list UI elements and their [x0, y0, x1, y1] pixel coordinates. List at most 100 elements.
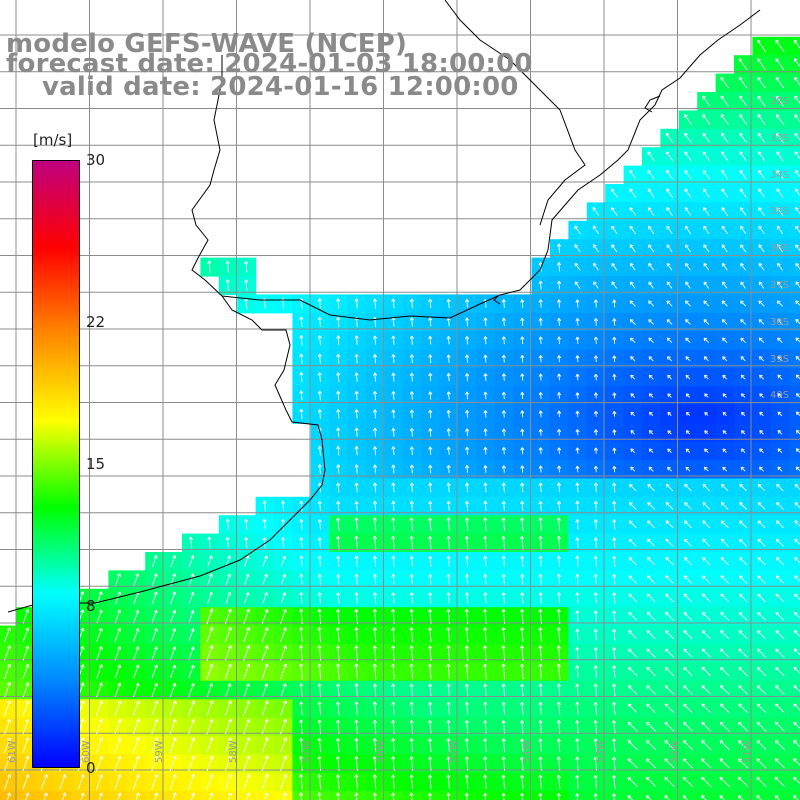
wind-arrow — [593, 281, 599, 289]
wind-arrow — [739, 557, 748, 566]
wind-arrow — [151, 646, 158, 660]
wind-arrow — [738, 58, 748, 71]
wind-arrow — [757, 114, 766, 125]
wind-arrow — [169, 737, 177, 753]
wind-arrow — [428, 464, 433, 474]
wind-speed-cell — [126, 791, 146, 800]
wind-arrow — [501, 573, 506, 586]
wind-arrow — [557, 465, 562, 473]
wind-arrow — [628, 630, 638, 640]
wind-arrow — [207, 536, 212, 549]
wind-arrow — [777, 281, 783, 289]
wind-arrow — [409, 298, 414, 309]
colorbar-gradient — [32, 160, 80, 768]
wind-arrow — [556, 573, 562, 586]
wind-arrow — [354, 517, 359, 531]
wind-speed-cell — [789, 202, 800, 222]
wind-arrow — [721, 319, 728, 325]
wind-arrow — [299, 353, 304, 364]
wind-arrow — [630, 411, 635, 417]
wind-arrow — [775, 39, 785, 53]
wind-arrow — [630, 374, 636, 380]
wind-arrow — [629, 188, 637, 198]
wind-arrow — [756, 685, 767, 695]
wind-arrow — [682, 721, 693, 732]
wind-arrow — [520, 299, 525, 308]
wind-arrow — [667, 448, 672, 453]
wind-arrow — [575, 720, 580, 734]
wind-arrow — [483, 410, 488, 418]
wind-arrow — [132, 718, 140, 735]
wind-arrow — [611, 701, 617, 715]
wind-arrow — [611, 665, 617, 678]
wind-arrow — [336, 427, 341, 437]
wind-speed-cell — [789, 680, 800, 700]
wind-arrow — [132, 700, 140, 717]
longitude-label: 59W — [154, 740, 165, 763]
wind-arrow — [701, 630, 711, 640]
wind-arrow — [391, 298, 396, 309]
wind-arrow — [776, 502, 784, 510]
wind-arrow — [464, 683, 469, 697]
wind-speed-cell — [182, 791, 201, 800]
wind-arrow — [702, 169, 710, 180]
wind-speed-field — [0, 36, 800, 800]
wind-arrow — [720, 666, 730, 677]
wind-arrow — [299, 737, 304, 753]
wind-arrow — [757, 76, 766, 89]
wind-arrow — [170, 591, 177, 605]
wind-arrow — [519, 627, 525, 643]
wind-arrow — [22, 700, 30, 717]
wind-arrow — [464, 354, 470, 363]
wind-arrow — [446, 720, 451, 734]
wind-arrow — [409, 645, 414, 661]
wind-arrow — [665, 611, 674, 621]
wind-arrow — [575, 592, 580, 604]
wind-arrow — [299, 573, 304, 586]
wind-arrow — [262, 518, 267, 530]
wind-arrow — [354, 464, 359, 474]
wind-arrow — [354, 555, 359, 567]
wind-arrow — [612, 555, 617, 567]
wind-arrow — [391, 663, 396, 680]
wind-arrow — [538, 299, 543, 308]
wind-arrow — [409, 608, 414, 624]
wind-arrow — [501, 428, 506, 436]
wind-arrow — [738, 666, 748, 677]
wind-arrow — [354, 390, 359, 401]
wind-arrow — [702, 557, 711, 566]
wind-arrow — [428, 592, 433, 604]
wind-arrow — [775, 557, 785, 566]
wind-arrow — [648, 448, 654, 454]
wind-arrow — [720, 95, 729, 107]
wind-arrow — [685, 337, 691, 343]
wind-arrow — [464, 645, 469, 661]
wind-arrow — [738, 721, 749, 732]
wind-speed-cell — [458, 791, 477, 800]
wind-arrow — [683, 630, 693, 640]
wind-arrow — [354, 701, 359, 716]
wind-speed-cell — [439, 791, 459, 800]
wind-arrow — [611, 225, 618, 235]
wind-arrow — [409, 663, 414, 680]
wind-arrow — [391, 535, 396, 550]
wind-arrow — [280, 608, 287, 624]
wind-arrow — [777, 356, 783, 362]
wind-arrow — [611, 262, 618, 271]
wind-arrow — [575, 665, 580, 678]
wind-arrow — [628, 611, 638, 621]
wind-arrow — [446, 464, 451, 474]
wind-arrow — [702, 151, 711, 162]
wind-speed-cell — [0, 754, 17, 774]
wind-arrow — [372, 592, 378, 604]
wind-arrow — [719, 685, 730, 695]
wind-arrow — [575, 355, 580, 363]
wind-arrow — [740, 356, 746, 362]
wind-arrow — [336, 353, 341, 364]
wind-arrow — [629, 262, 636, 271]
wind-arrow — [612, 537, 617, 548]
wind-arrow — [409, 683, 414, 697]
wind-speed-cell — [789, 754, 800, 774]
wind-speed-cell — [789, 772, 800, 792]
wind-arrow — [538, 392, 543, 399]
